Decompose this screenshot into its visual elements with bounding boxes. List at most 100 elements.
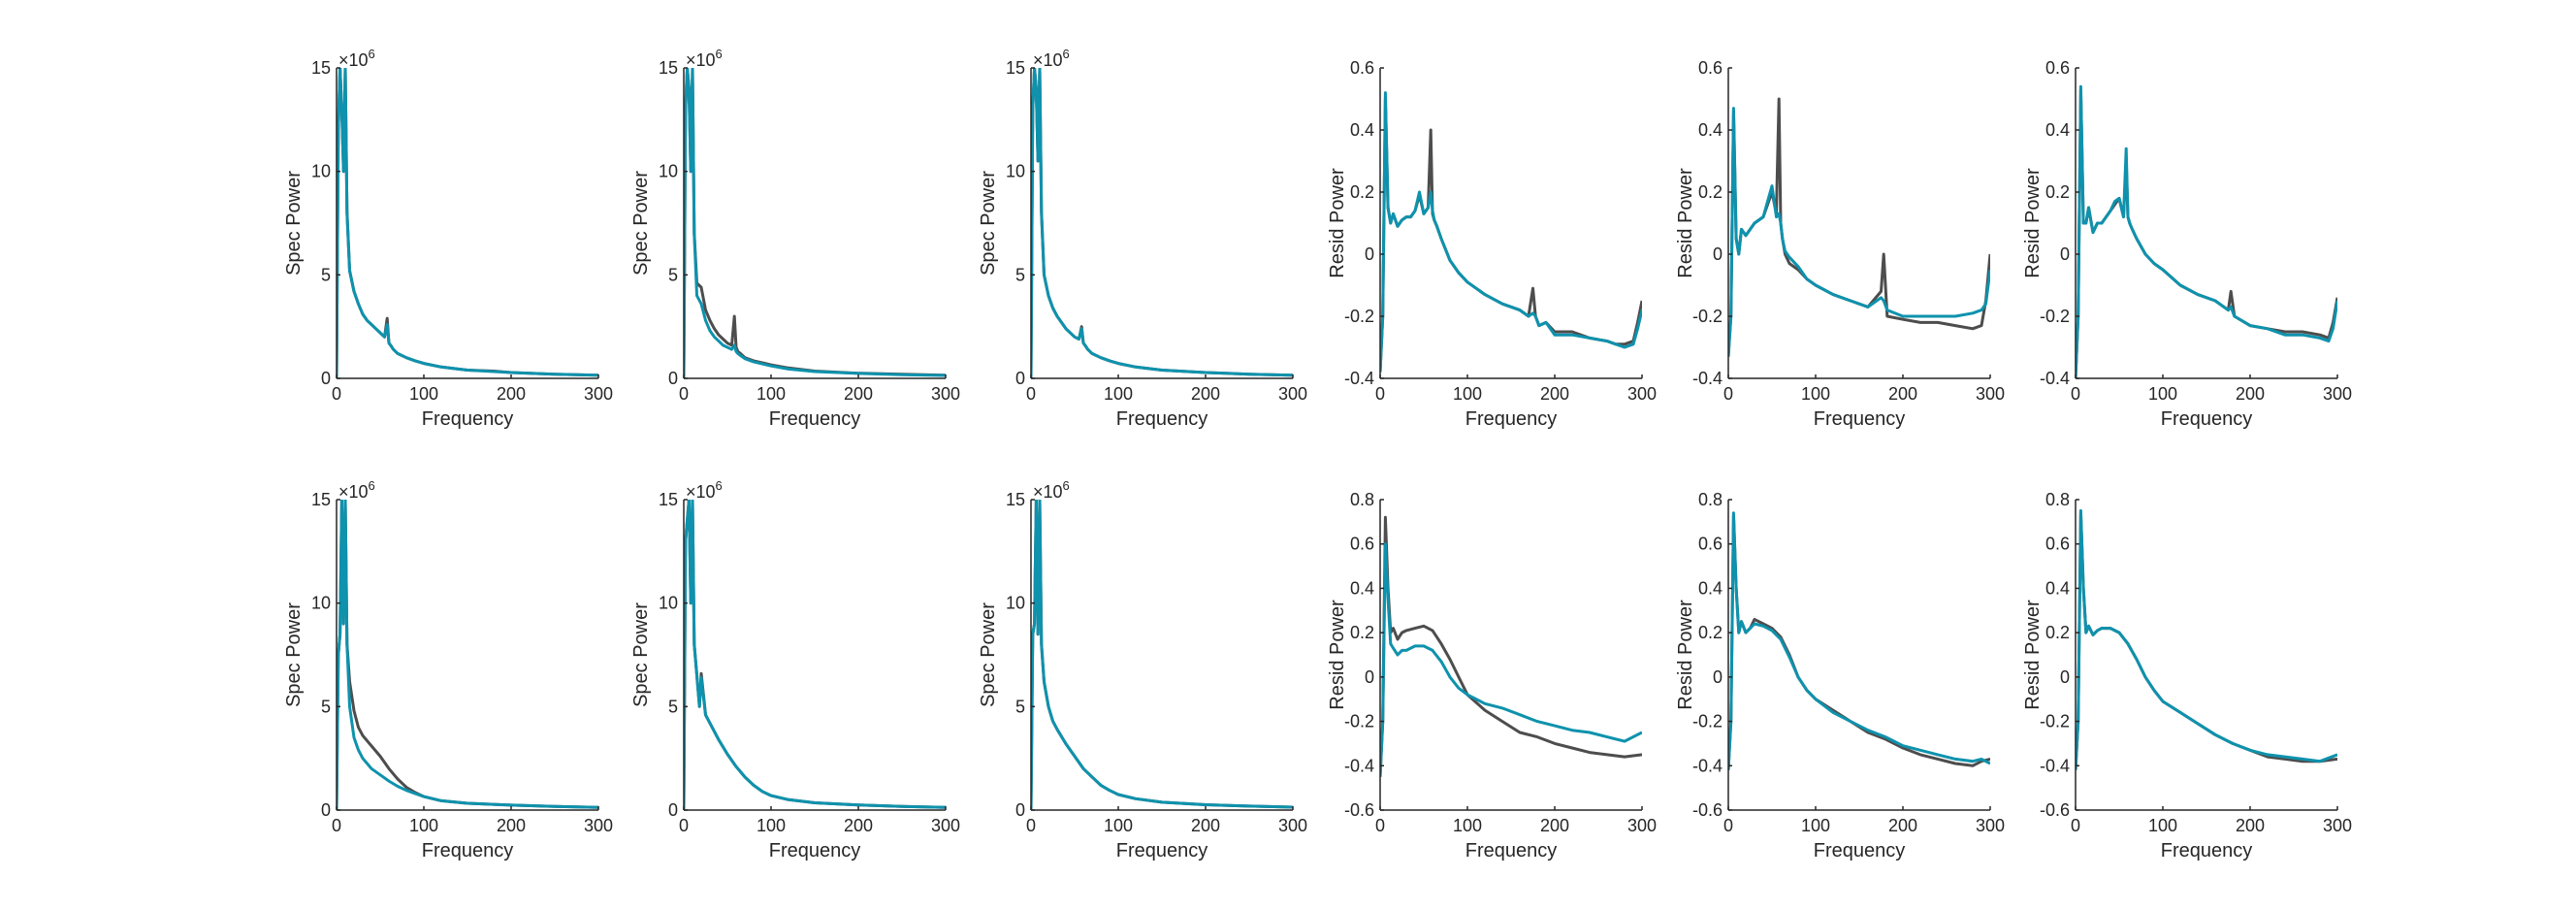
series-line-1 <box>1728 513 1990 770</box>
x-tick-label: 0 <box>332 816 341 835</box>
y-tick-label: 0 <box>668 369 678 388</box>
y-tick-label: 0 <box>321 800 331 820</box>
series-line-1 <box>684 500 946 810</box>
y-tick-label: 15 <box>311 58 331 78</box>
y-tick-label: 0.8 <box>2045 490 2070 509</box>
y-tick-label: 5 <box>668 697 678 716</box>
y-tick-label: 10 <box>659 162 678 181</box>
x-tick-label: 200 <box>1191 384 1220 404</box>
x-axis-label: Frequency <box>1465 408 1558 430</box>
x-axis-label: Frequency <box>1116 840 1208 861</box>
series-line-2 <box>2076 84 2337 378</box>
exponent-label: ×106 <box>1033 47 1070 70</box>
x-tick-label: 0 <box>1723 816 1733 835</box>
series-line-2 <box>684 500 946 810</box>
y-tick-label: 0 <box>1713 244 1723 264</box>
subplot-5: 0 100 200 300 -0.4 -0.2 0 0.2 0.4 0.6 Frequency Res… <box>1675 58 2005 430</box>
x-tick-label: 200 <box>844 816 873 835</box>
x-tick-label: 100 <box>1801 384 1830 404</box>
x-tick-label: 200 <box>1888 816 1917 835</box>
x-tick-label: 200 <box>2236 384 2265 404</box>
y-tick-label: 15 <box>659 490 678 509</box>
subplot-9: 0 100 200 300 0 5 10 15 Frequency Spec Power ×106 <box>978 478 1307 861</box>
series-line-2 <box>1031 68 1293 378</box>
series-line-2 <box>1380 91 1642 373</box>
x-tick-label: 100 <box>1453 384 1482 404</box>
x-tick-label: 200 <box>2236 816 2265 835</box>
y-tick-label: -0.4 <box>1692 369 1723 388</box>
y-tick-label: 0 <box>668 800 678 820</box>
x-tick-label: 100 <box>409 816 438 835</box>
y-axis-label: Resid Power <box>1327 600 1348 710</box>
exponent-label: ×106 <box>686 478 723 502</box>
y-tick-label: 10 <box>659 594 678 613</box>
x-tick-label: 100 <box>2148 816 2177 835</box>
series-line-1 <box>1728 97 1990 357</box>
y-tick-label: -0.6 <box>2040 800 2070 820</box>
y-tick-label: 0.4 <box>1698 578 1723 598</box>
y-tick-label: 15 <box>1006 58 1025 78</box>
y-tick-label: 0.2 <box>1350 623 1374 642</box>
y-axis-label: Resid Power <box>1675 600 1696 710</box>
y-axis-label: Spec Power <box>283 602 305 707</box>
subplot-2: 0 100 200 300 0 5 10 15 Frequency Spec Power ×106 <box>630 47 960 430</box>
x-tick-label: 300 <box>1976 384 2005 404</box>
y-tick-label: 0.2 <box>2045 182 2070 202</box>
x-tick-label: 200 <box>1191 816 1220 835</box>
x-tick-label: 100 <box>757 384 786 404</box>
y-tick-label: 5 <box>1015 265 1025 284</box>
y-tick-label: 0.6 <box>1698 535 1723 554</box>
x-tick-label: 300 <box>584 384 613 404</box>
y-tick-label: 0.6 <box>1350 535 1374 554</box>
series-line-2 <box>684 68 946 378</box>
y-axis-label: Spec Power <box>283 171 305 276</box>
x-tick-label: 300 <box>931 384 960 404</box>
subplot-4: 0 100 200 300 -0.4 -0.2 0 0.2 0.4 0.6 Frequency Res… <box>1327 58 1657 430</box>
y-tick-label: 5 <box>1015 697 1025 716</box>
exponent-label: ×106 <box>686 47 723 70</box>
exponent-label: ×106 <box>1033 478 1070 502</box>
x-tick-label: 300 <box>1278 816 1307 835</box>
x-tick-label: 100 <box>2148 384 2177 404</box>
subplot-10: 0 100 200 300 -0.6 -0.4 -0.2 0 0.2 0.4 0.6 0.8 Frequ… <box>1327 490 1657 861</box>
x-tick-label: 100 <box>1104 816 1133 835</box>
x-tick-label: 0 <box>1723 384 1733 404</box>
y-tick-label: 0.2 <box>1698 623 1723 642</box>
x-tick-label: 0 <box>2071 384 2080 404</box>
x-axis-label: Frequency <box>769 840 861 861</box>
x-tick-label: 200 <box>497 816 526 835</box>
y-tick-label: 15 <box>659 58 678 78</box>
y-tick-label: 15 <box>1006 490 1025 509</box>
y-axis-label: Resid Power <box>1327 168 1348 278</box>
x-tick-label: 0 <box>2071 816 2080 835</box>
x-axis-label: Frequency <box>422 408 514 430</box>
subplot-7: 0 100 200 300 0 5 10 15 Frequency Spec Power ×106 <box>283 478 613 861</box>
series-line-1 <box>1380 97 1642 373</box>
y-tick-label: 0.2 <box>1698 182 1723 202</box>
x-tick-label: 100 <box>1453 816 1482 835</box>
y-tick-label: -0.4 <box>2040 369 2070 388</box>
y-tick-label: -0.2 <box>1692 307 1723 326</box>
y-tick-label: 10 <box>311 594 331 613</box>
x-tick-label: 0 <box>679 816 689 835</box>
y-tick-label: 0 <box>1713 667 1723 687</box>
x-tick-label: 0 <box>1375 384 1385 404</box>
subplot-12: 0 100 200 300 -0.6 -0.4 -0.2 0 0.2 0.4 0.6 0.8 Frequ… <box>2022 490 2352 861</box>
y-tick-label: 15 <box>311 490 331 509</box>
x-tick-label: 0 <box>1026 816 1036 835</box>
x-tick-label: 100 <box>1801 816 1830 835</box>
subplot-3: 0 100 200 300 0 5 10 15 Frequency Spec Power ×106 <box>978 47 1307 430</box>
series-line-1 <box>1031 500 1293 810</box>
y-tick-label: 0.6 <box>2045 58 2070 78</box>
y-tick-label: 0.2 <box>2045 623 2070 642</box>
x-tick-label: 300 <box>931 816 960 835</box>
y-axis-label: Resid Power <box>2022 168 2044 278</box>
y-tick-label: -0.2 <box>2040 712 2070 731</box>
subplot-8: 0 100 200 300 0 5 10 15 Frequency Spec Power ×106 <box>630 478 960 861</box>
y-tick-label: 0.6 <box>2045 535 2070 554</box>
y-tick-label: -0.2 <box>1344 307 1374 326</box>
y-axis-label: Spec Power <box>630 171 652 276</box>
y-tick-label: -0.4 <box>1344 369 1374 388</box>
y-tick-label: 0.8 <box>1350 490 1374 509</box>
